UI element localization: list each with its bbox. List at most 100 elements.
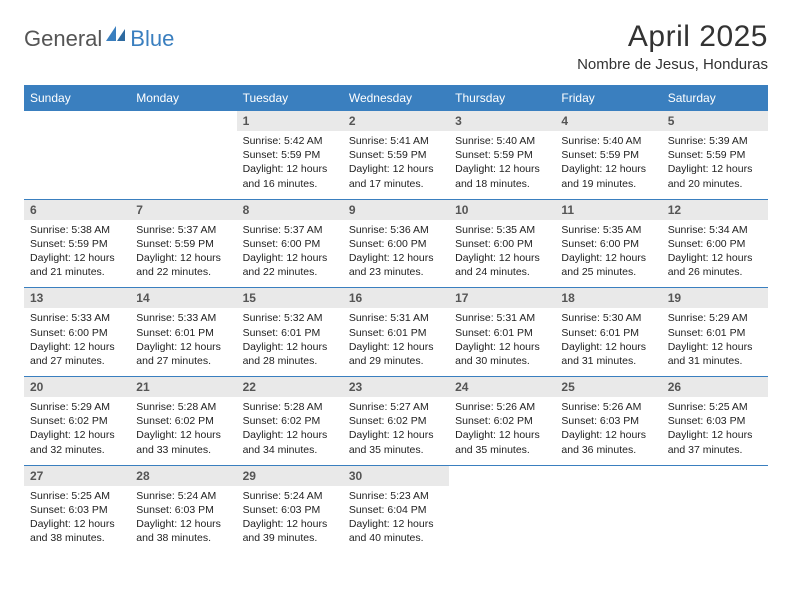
week-row: 20Sunrise: 5:29 AMSunset: 6:02 PMDayligh… (24, 377, 768, 465)
day-number: 5 (662, 111, 768, 131)
day-number: 26 (662, 377, 768, 397)
day-number: 22 (237, 377, 343, 397)
day-number: 2 (343, 111, 449, 131)
day-number: 15 (237, 288, 343, 308)
day-cell: 4Sunrise: 5:40 AMSunset: 5:59 PMDaylight… (555, 111, 661, 199)
header-row: General Blue April 2025 Nombre de Jesus,… (24, 20, 768, 73)
day-cell: 28Sunrise: 5:24 AMSunset: 6:03 PMDayligh… (130, 466, 236, 554)
dow-sunday: Sunday (24, 85, 130, 111)
dow-tuesday: Tuesday (237, 85, 343, 111)
day-details: Sunrise: 5:24 AMSunset: 6:03 PMDaylight:… (130, 486, 236, 554)
day-cell: 27Sunrise: 5:25 AMSunset: 6:03 PMDayligh… (24, 466, 130, 554)
dow-monday: Monday (130, 85, 236, 111)
week-row: 1Sunrise: 5:42 AMSunset: 5:59 PMDaylight… (24, 111, 768, 199)
day-details: Sunrise: 5:33 AMSunset: 6:00 PMDaylight:… (24, 308, 130, 376)
day-cell: 23Sunrise: 5:27 AMSunset: 6:02 PMDayligh… (343, 377, 449, 465)
day-details: Sunrise: 5:23 AMSunset: 6:04 PMDaylight:… (343, 486, 449, 554)
day-number: 10 (449, 200, 555, 220)
day-cell: 2Sunrise: 5:41 AMSunset: 5:59 PMDaylight… (343, 111, 449, 199)
day-details: Sunrise: 5:37 AMSunset: 6:00 PMDaylight:… (237, 220, 343, 288)
day-details: Sunrise: 5:42 AMSunset: 5:59 PMDaylight:… (237, 131, 343, 199)
day-number: 30 (343, 466, 449, 486)
brand-part1: General (24, 26, 102, 52)
day-cell: 20Sunrise: 5:29 AMSunset: 6:02 PMDayligh… (24, 377, 130, 465)
day-details: Sunrise: 5:38 AMSunset: 5:59 PMDaylight:… (24, 220, 130, 288)
day-number: 21 (130, 377, 236, 397)
day-details: Sunrise: 5:31 AMSunset: 6:01 PMDaylight:… (343, 308, 449, 376)
day-number: 6 (24, 200, 130, 220)
calendar-table: Sunday Monday Tuesday Wednesday Thursday… (24, 85, 768, 553)
day-cell: 6Sunrise: 5:38 AMSunset: 5:59 PMDaylight… (24, 200, 130, 288)
day-details: Sunrise: 5:25 AMSunset: 6:03 PMDaylight:… (24, 486, 130, 554)
day-cell: 22Sunrise: 5:28 AMSunset: 6:02 PMDayligh… (237, 377, 343, 465)
day-cell: 13Sunrise: 5:33 AMSunset: 6:00 PMDayligh… (24, 288, 130, 376)
day-details: Sunrise: 5:31 AMSunset: 6:01 PMDaylight:… (449, 308, 555, 376)
week-row: 27Sunrise: 5:25 AMSunset: 6:03 PMDayligh… (24, 466, 768, 554)
day-cell (555, 466, 661, 554)
day-details: Sunrise: 5:39 AMSunset: 5:59 PMDaylight:… (662, 131, 768, 199)
day-details: Sunrise: 5:34 AMSunset: 6:00 PMDaylight:… (662, 220, 768, 288)
day-details: Sunrise: 5:30 AMSunset: 6:01 PMDaylight:… (555, 308, 661, 376)
day-cell: 29Sunrise: 5:24 AMSunset: 6:03 PMDayligh… (237, 466, 343, 554)
day-details: Sunrise: 5:26 AMSunset: 6:03 PMDaylight:… (555, 397, 661, 465)
day-cell (662, 466, 768, 554)
day-cell: 8Sunrise: 5:37 AMSunset: 6:00 PMDaylight… (237, 200, 343, 288)
day-cell: 3Sunrise: 5:40 AMSunset: 5:59 PMDaylight… (449, 111, 555, 199)
week-row: 6Sunrise: 5:38 AMSunset: 5:59 PMDaylight… (24, 200, 768, 288)
day-details: Sunrise: 5:35 AMSunset: 6:00 PMDaylight:… (449, 220, 555, 288)
brand-logo: General Blue (24, 26, 174, 52)
dow-friday: Friday (555, 85, 661, 111)
brand-sail-icon (106, 26, 128, 49)
day-details: Sunrise: 5:27 AMSunset: 6:02 PMDaylight:… (343, 397, 449, 465)
day-number: 17 (449, 288, 555, 308)
day-cell: 7Sunrise: 5:37 AMSunset: 5:59 PMDaylight… (130, 200, 236, 288)
dow-saturday: Saturday (662, 85, 768, 111)
day-details: Sunrise: 5:24 AMSunset: 6:03 PMDaylight:… (237, 486, 343, 554)
day-details: Sunrise: 5:36 AMSunset: 6:00 PMDaylight:… (343, 220, 449, 288)
day-details: Sunrise: 5:35 AMSunset: 6:00 PMDaylight:… (555, 220, 661, 288)
day-number: 27 (24, 466, 130, 486)
day-details: Sunrise: 5:28 AMSunset: 6:02 PMDaylight:… (130, 397, 236, 465)
day-number: 3 (449, 111, 555, 131)
day-cell (449, 466, 555, 554)
day-cell: 5Sunrise: 5:39 AMSunset: 5:59 PMDaylight… (662, 111, 768, 199)
day-details: Sunrise: 5:25 AMSunset: 6:03 PMDaylight:… (662, 397, 768, 465)
day-number: 8 (237, 200, 343, 220)
day-details: Sunrise: 5:29 AMSunset: 6:01 PMDaylight:… (662, 308, 768, 376)
day-details: Sunrise: 5:32 AMSunset: 6:01 PMDaylight:… (237, 308, 343, 376)
day-cell (130, 111, 236, 199)
day-number: 19 (662, 288, 768, 308)
day-cell: 16Sunrise: 5:31 AMSunset: 6:01 PMDayligh… (343, 288, 449, 376)
brand-part2: Blue (130, 26, 174, 52)
day-cell: 17Sunrise: 5:31 AMSunset: 6:01 PMDayligh… (449, 288, 555, 376)
day-details: Sunrise: 5:33 AMSunset: 6:01 PMDaylight:… (130, 308, 236, 376)
day-number: 24 (449, 377, 555, 397)
day-cell: 10Sunrise: 5:35 AMSunset: 6:00 PMDayligh… (449, 200, 555, 288)
day-cell: 26Sunrise: 5:25 AMSunset: 6:03 PMDayligh… (662, 377, 768, 465)
day-cell: 14Sunrise: 5:33 AMSunset: 6:01 PMDayligh… (130, 288, 236, 376)
month-title: April 2025 (577, 20, 768, 54)
day-details: Sunrise: 5:37 AMSunset: 5:59 PMDaylight:… (130, 220, 236, 288)
day-cell (24, 111, 130, 199)
day-number: 29 (237, 466, 343, 486)
day-number: 16 (343, 288, 449, 308)
dow-thursday: Thursday (449, 85, 555, 111)
day-number: 23 (343, 377, 449, 397)
day-cell: 30Sunrise: 5:23 AMSunset: 6:04 PMDayligh… (343, 466, 449, 554)
day-details: Sunrise: 5:29 AMSunset: 6:02 PMDaylight:… (24, 397, 130, 465)
day-cell: 12Sunrise: 5:34 AMSunset: 6:00 PMDayligh… (662, 200, 768, 288)
day-number: 9 (343, 200, 449, 220)
day-details: Sunrise: 5:40 AMSunset: 5:59 PMDaylight:… (555, 131, 661, 199)
day-details: Sunrise: 5:41 AMSunset: 5:59 PMDaylight:… (343, 131, 449, 199)
day-cell: 19Sunrise: 5:29 AMSunset: 6:01 PMDayligh… (662, 288, 768, 376)
day-number: 11 (555, 200, 661, 220)
dow-header-row: Sunday Monday Tuesday Wednesday Thursday… (24, 85, 768, 111)
day-cell: 18Sunrise: 5:30 AMSunset: 6:01 PMDayligh… (555, 288, 661, 376)
day-number: 20 (24, 377, 130, 397)
day-number: 13 (24, 288, 130, 308)
day-number: 12 (662, 200, 768, 220)
day-number: 18 (555, 288, 661, 308)
calendar-body: 1Sunrise: 5:42 AMSunset: 5:59 PMDaylight… (24, 111, 768, 553)
day-details: Sunrise: 5:28 AMSunset: 6:02 PMDaylight:… (237, 397, 343, 465)
day-number: 1 (237, 111, 343, 131)
